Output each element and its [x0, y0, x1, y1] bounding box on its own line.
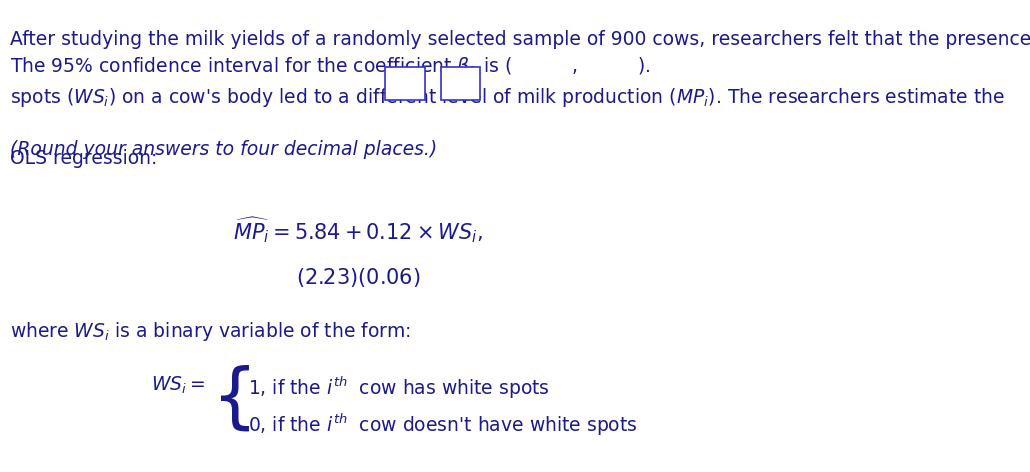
Text: OLS regression:: OLS regression:: [10, 149, 158, 168]
Text: After studying the milk yields of a randomly selected sample of 900 cows, resear: After studying the milk yields of a rand…: [10, 30, 1030, 49]
Text: The 95% confidence interval for the coefficient $\beta_1$ is (          ,       : The 95% confidence interval for the coef…: [10, 55, 650, 78]
Text: $WS_i =$: $WS_i =$: [150, 374, 205, 396]
Text: $\widehat{MP}_i = 5.84 + 0.12 \times WS_i,$: $\widehat{MP}_i = 5.84 + 0.12 \times WS_…: [233, 215, 483, 244]
Text: where $WS_i$ is a binary variable of the form:: where $WS_i$ is a binary variable of the…: [10, 320, 410, 344]
Text: 0, if the $i^{th}$  cow doesn't have white spots: 0, if the $i^{th}$ cow doesn't have whit…: [247, 412, 638, 438]
Text: {: {: [212, 365, 258, 434]
FancyBboxPatch shape: [441, 67, 480, 100]
Text: .: .: [529, 407, 536, 426]
Text: (Round your answers to four decimal places.): (Round your answers to four decimal plac…: [10, 140, 437, 159]
Text: spots ($\mathit{WS}_i$) on a cow's body led to a different level of milk product: spots ($\mathit{WS}_i$) on a cow's body …: [10, 86, 1005, 109]
Text: $(2.23)(0.06)$: $(2.23)(0.06)$: [296, 267, 420, 289]
FancyBboxPatch shape: [385, 67, 424, 100]
Text: 1, if the $i^{th}$  cow has white spots: 1, if the $i^{th}$ cow has white spots: [247, 374, 549, 401]
